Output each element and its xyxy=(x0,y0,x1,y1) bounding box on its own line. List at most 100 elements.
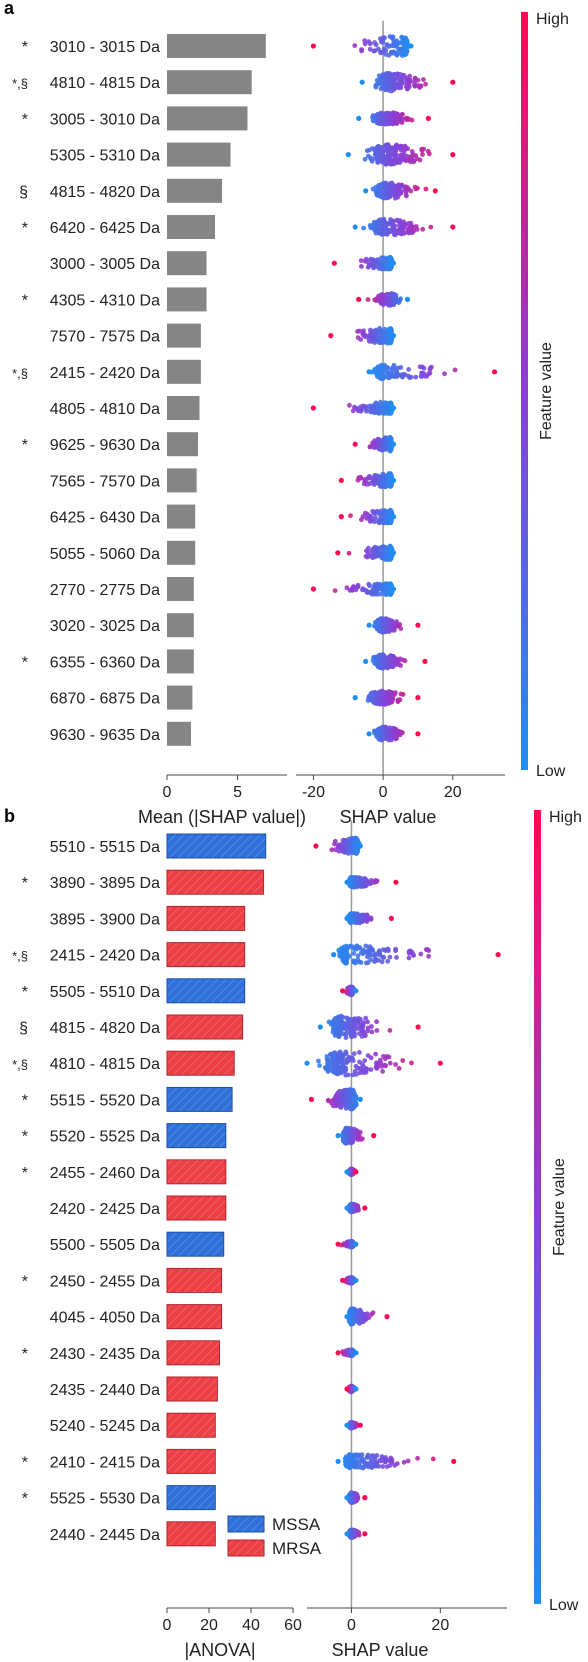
shap-dot xyxy=(375,403,381,408)
bar-14 xyxy=(167,504,196,529)
shap-dot xyxy=(373,582,379,588)
feature-label: 2455 - 2460 Da xyxy=(50,1165,160,1182)
shap-dot xyxy=(426,151,432,157)
shap-dot xyxy=(328,1021,334,1027)
shap-dot xyxy=(375,553,381,559)
bar-4 xyxy=(167,142,231,167)
shap-dot xyxy=(399,76,404,82)
shap-dot xyxy=(365,1019,370,1025)
shap-dot xyxy=(495,952,501,958)
feature-label: 2430 - 2435 Da xyxy=(50,1346,160,1363)
shap-dot xyxy=(372,48,378,54)
shap-dot xyxy=(409,149,415,154)
feature-marker: * xyxy=(22,1346,28,1363)
feature-label: 6420 - 6425 Da xyxy=(50,220,160,237)
shap-dot xyxy=(376,340,382,345)
shap-dot xyxy=(404,193,409,199)
shap-dot xyxy=(333,1024,338,1029)
shap-dot xyxy=(405,85,410,91)
shap-dot xyxy=(357,959,362,965)
shap-dot xyxy=(390,733,395,739)
shap-dot xyxy=(351,951,357,956)
shap-dot xyxy=(367,518,373,524)
shap-dot xyxy=(343,1032,349,1037)
shap-dot xyxy=(397,298,402,304)
shap-dot xyxy=(378,50,384,56)
feature-label: 2450 - 2455 Da xyxy=(50,1273,160,1290)
shap-dot xyxy=(370,263,376,269)
shap-dot xyxy=(375,654,380,660)
shap-dot xyxy=(387,1060,393,1066)
shap-dot xyxy=(389,624,395,630)
shap-dot xyxy=(390,586,397,592)
shap-dot xyxy=(356,115,362,121)
shap-dot xyxy=(491,369,498,375)
shap-dot xyxy=(384,42,390,48)
feature-marker: * xyxy=(22,984,28,1001)
bar-x-axis-title: Mean (|SHAP value|) xyxy=(138,807,306,827)
shap-dot xyxy=(363,658,369,665)
shap-dot xyxy=(393,82,398,88)
shap-dot xyxy=(450,224,456,230)
shap-dot xyxy=(351,1021,357,1027)
shap-dot xyxy=(379,663,385,668)
shap-dot xyxy=(353,988,359,994)
shap-dot xyxy=(337,1065,342,1070)
bar-3 xyxy=(166,905,246,931)
feature-marker: § xyxy=(19,1020,28,1037)
shap-dot xyxy=(398,85,404,91)
shap-dot xyxy=(390,333,397,339)
bar-8 xyxy=(166,1086,233,1112)
shap-dot xyxy=(387,471,393,477)
shap-dot xyxy=(389,219,395,224)
shap-dot xyxy=(351,1202,356,1208)
shap-dot xyxy=(367,473,372,479)
shap-dot xyxy=(343,960,349,966)
shap-dot xyxy=(354,849,360,855)
shap-dot xyxy=(373,227,379,233)
feature-label: 4810 - 4815 Da xyxy=(50,1056,160,1073)
shap-dot xyxy=(344,1132,349,1138)
bar-5 xyxy=(167,178,223,203)
shap-dot xyxy=(379,508,384,514)
shap-dot xyxy=(349,1097,355,1102)
shap-dot xyxy=(343,945,348,951)
shap-dot xyxy=(420,226,426,232)
shap-dot xyxy=(366,403,372,409)
shap-dot xyxy=(365,297,371,302)
shap-dot xyxy=(373,587,379,593)
shap-dot xyxy=(389,292,395,297)
shap-dot xyxy=(348,987,353,993)
shap-dot xyxy=(380,1069,385,1074)
shap-dot xyxy=(373,297,378,303)
shap-dot xyxy=(393,879,399,885)
shap-dot xyxy=(415,695,421,701)
shap-dot xyxy=(398,225,404,231)
shap-dot xyxy=(390,405,397,411)
shap-dot xyxy=(367,332,373,338)
shap-dot xyxy=(359,264,364,269)
shap-dot xyxy=(386,146,392,152)
shap-dot xyxy=(347,402,352,408)
shap-dot xyxy=(353,1169,359,1175)
feature-marker: * xyxy=(22,292,28,309)
shap-dot xyxy=(366,581,372,587)
shap-dot xyxy=(384,300,389,306)
bar-16 xyxy=(167,577,194,601)
shap-dot xyxy=(381,653,387,659)
shap-dot xyxy=(407,73,412,79)
shap-dot xyxy=(361,332,367,337)
shap-dot xyxy=(344,585,350,591)
shap-dot xyxy=(413,374,419,380)
shap-dot xyxy=(389,50,394,55)
shap-dot xyxy=(423,81,428,87)
bar-6 xyxy=(167,215,215,239)
shap-dot xyxy=(362,1205,368,1211)
shap-dot xyxy=(362,1058,368,1063)
shap-dot xyxy=(395,194,401,200)
shap-dot xyxy=(333,1093,339,1099)
shap-dot xyxy=(382,78,388,84)
shap-dot xyxy=(348,920,354,925)
shap-dot xyxy=(377,727,383,733)
shap-dot xyxy=(379,402,385,407)
